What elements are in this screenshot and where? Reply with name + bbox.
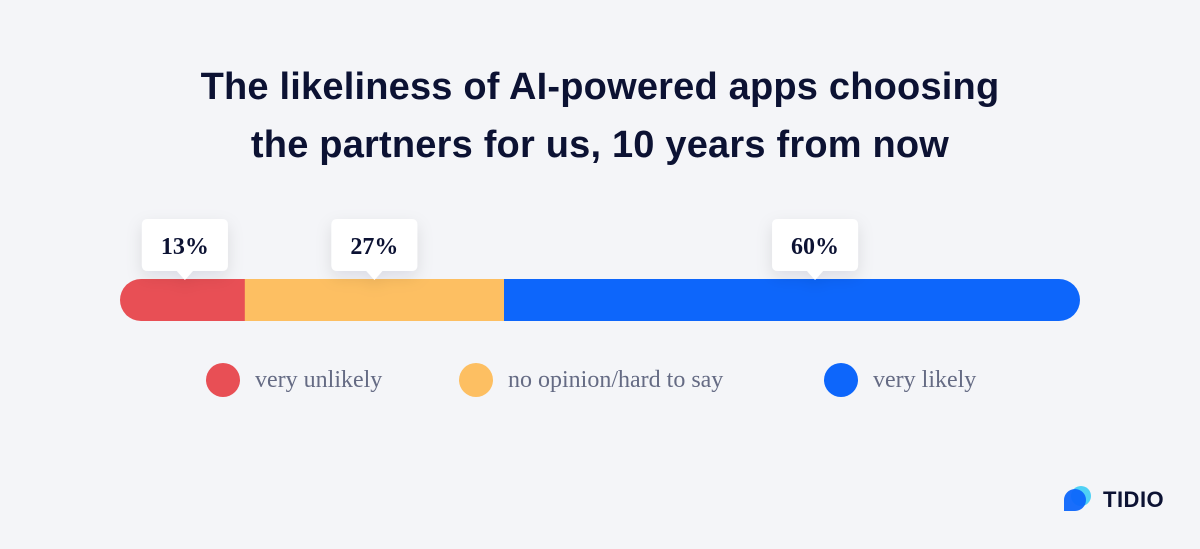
value-label-very-likely: 60% xyxy=(791,234,839,260)
value-bubbles: 13% 27% 60% xyxy=(141,219,859,280)
chart-title: The likeliness of AI-powered apps choosi… xyxy=(0,58,1200,174)
value-bubble-shape xyxy=(772,219,859,280)
value-label-no-opinion-hard-to-say: 27% xyxy=(350,234,398,260)
legend-item-no-opinion: no opinion/hard to say xyxy=(459,362,723,398)
bar-segment-very-unlikely xyxy=(120,279,246,321)
value-label-very-unlikely: 13% xyxy=(161,234,209,260)
tidio-logo-text: TIDIO xyxy=(1103,487,1165,512)
legend: very unlikely no opinion/hard to say ver… xyxy=(0,362,1200,398)
value-bubble-shape xyxy=(141,219,228,280)
chart-title-line-1: The likeliness of AI-powered apps choosi… xyxy=(200,66,1000,108)
tidio-logo: TIDIO xyxy=(1062,482,1164,518)
value-bubble-shape xyxy=(331,219,418,280)
value-bubble-no-opinion-hard-to-say xyxy=(331,219,418,280)
legend-item-very-unlikely: very unlikely xyxy=(206,362,382,398)
legend-label: very unlikely xyxy=(255,366,383,393)
bar-segment-very-likely xyxy=(504,279,1080,321)
tidio-logo-icon xyxy=(1064,486,1091,514)
chart-title-line-2: the partners for us, 10 years from now xyxy=(250,124,950,166)
bar-track xyxy=(120,279,1080,321)
legend-swatch-red xyxy=(206,363,240,397)
legend-swatch-blue xyxy=(824,363,858,397)
legend-label: very likely xyxy=(873,366,977,393)
value-bubble-very-likely xyxy=(772,219,859,280)
legend-label: no opinion/hard to say xyxy=(508,366,724,393)
legend-item-very-likely: very likely xyxy=(824,362,976,398)
legend-swatch-yellow xyxy=(459,363,493,397)
bar-segment-no-opinion-hard-to-say xyxy=(244,279,505,321)
value-bubble-very-unlikely xyxy=(141,219,228,280)
